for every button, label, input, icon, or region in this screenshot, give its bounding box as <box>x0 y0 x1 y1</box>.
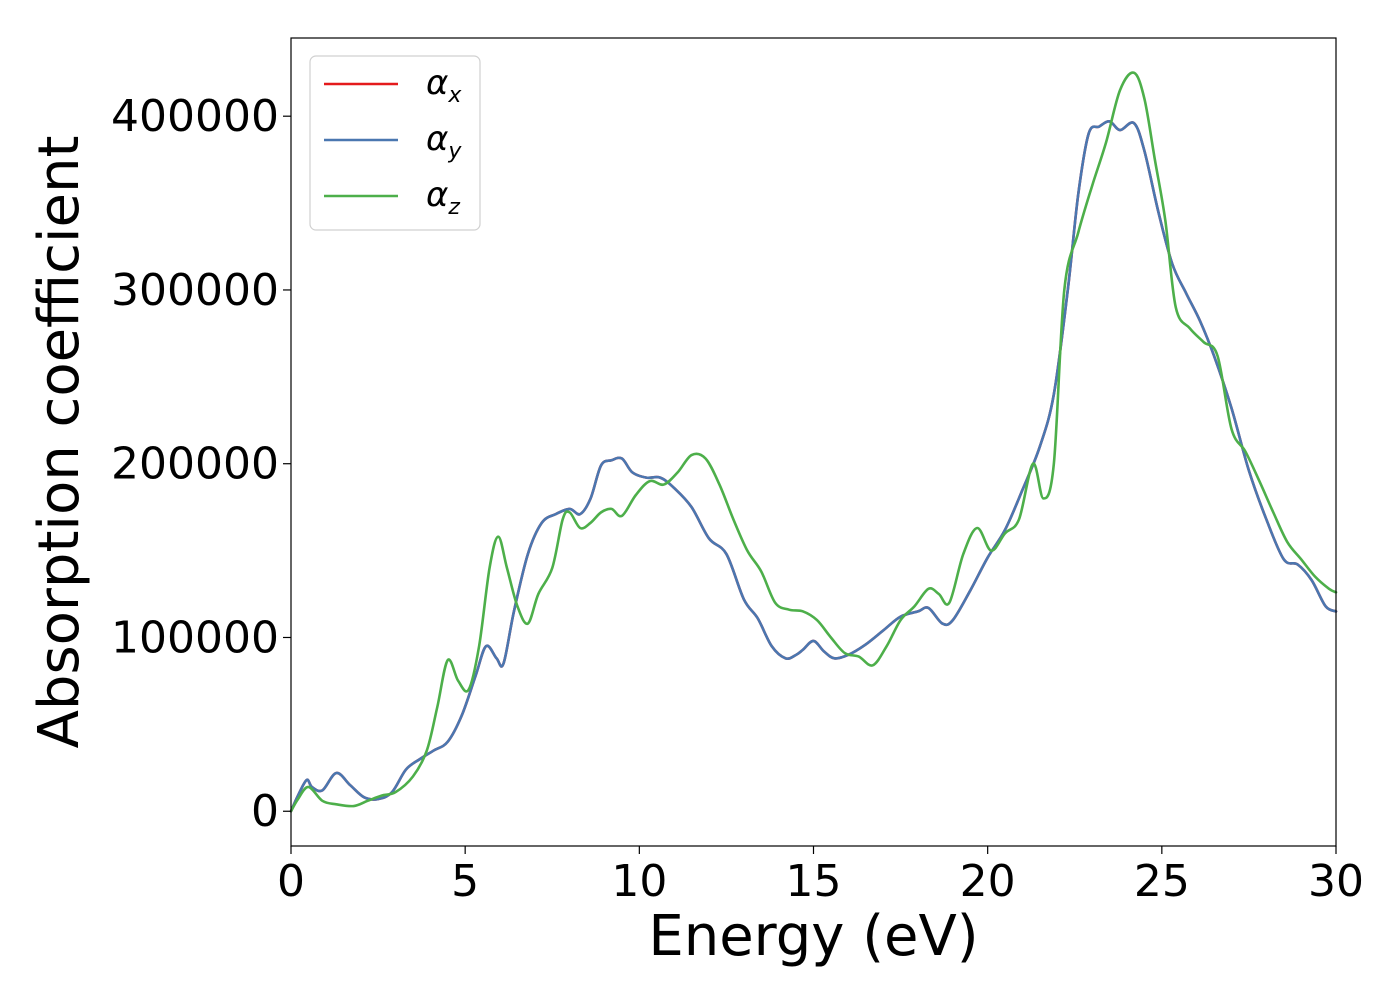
x-tick-label: 25 <box>1134 856 1190 907</box>
legend-subscript: y <box>447 139 462 164</box>
series-line-alpha-z <box>289 71 1338 813</box>
series-line-alpha-y <box>289 120 1338 813</box>
legend-subscript: x <box>447 83 462 108</box>
legend-symbol: α <box>426 63 448 103</box>
x-tick-label: 30 <box>1308 856 1364 907</box>
x-tick-label: 0 <box>277 856 305 907</box>
x-tick-label: 20 <box>960 856 1016 907</box>
legend-label-alpha-x: αx <box>426 63 462 108</box>
y-axis: 0 100000 200000 300000 400000 <box>111 91 291 837</box>
legend-symbol: α <box>426 119 448 159</box>
legend-symbol: α <box>426 175 448 215</box>
series-layer <box>289 71 1338 813</box>
x-axis: 0 5 10 15 20 25 30 <box>277 846 1364 907</box>
y-tick-label: 200000 <box>111 439 279 490</box>
legend-box <box>309 55 481 231</box>
x-axis-label: Energy (eV) <box>648 904 978 969</box>
y-tick-label: 300000 <box>111 265 279 316</box>
x-tick-label: 5 <box>451 856 479 907</box>
legend-subscript: z <box>447 195 460 220</box>
legend-label-alpha-y: αy <box>426 119 462 164</box>
y-tick-label: 100000 <box>111 612 279 663</box>
y-tick-label: 400000 <box>111 91 279 142</box>
x-tick-label: 15 <box>786 856 842 907</box>
legend-label-alpha-z: αz <box>426 175 460 220</box>
y-tick-label: 0 <box>251 786 279 837</box>
x-tick-label: 10 <box>611 856 667 907</box>
y-axis-label: Absorption coefficient <box>27 136 92 749</box>
